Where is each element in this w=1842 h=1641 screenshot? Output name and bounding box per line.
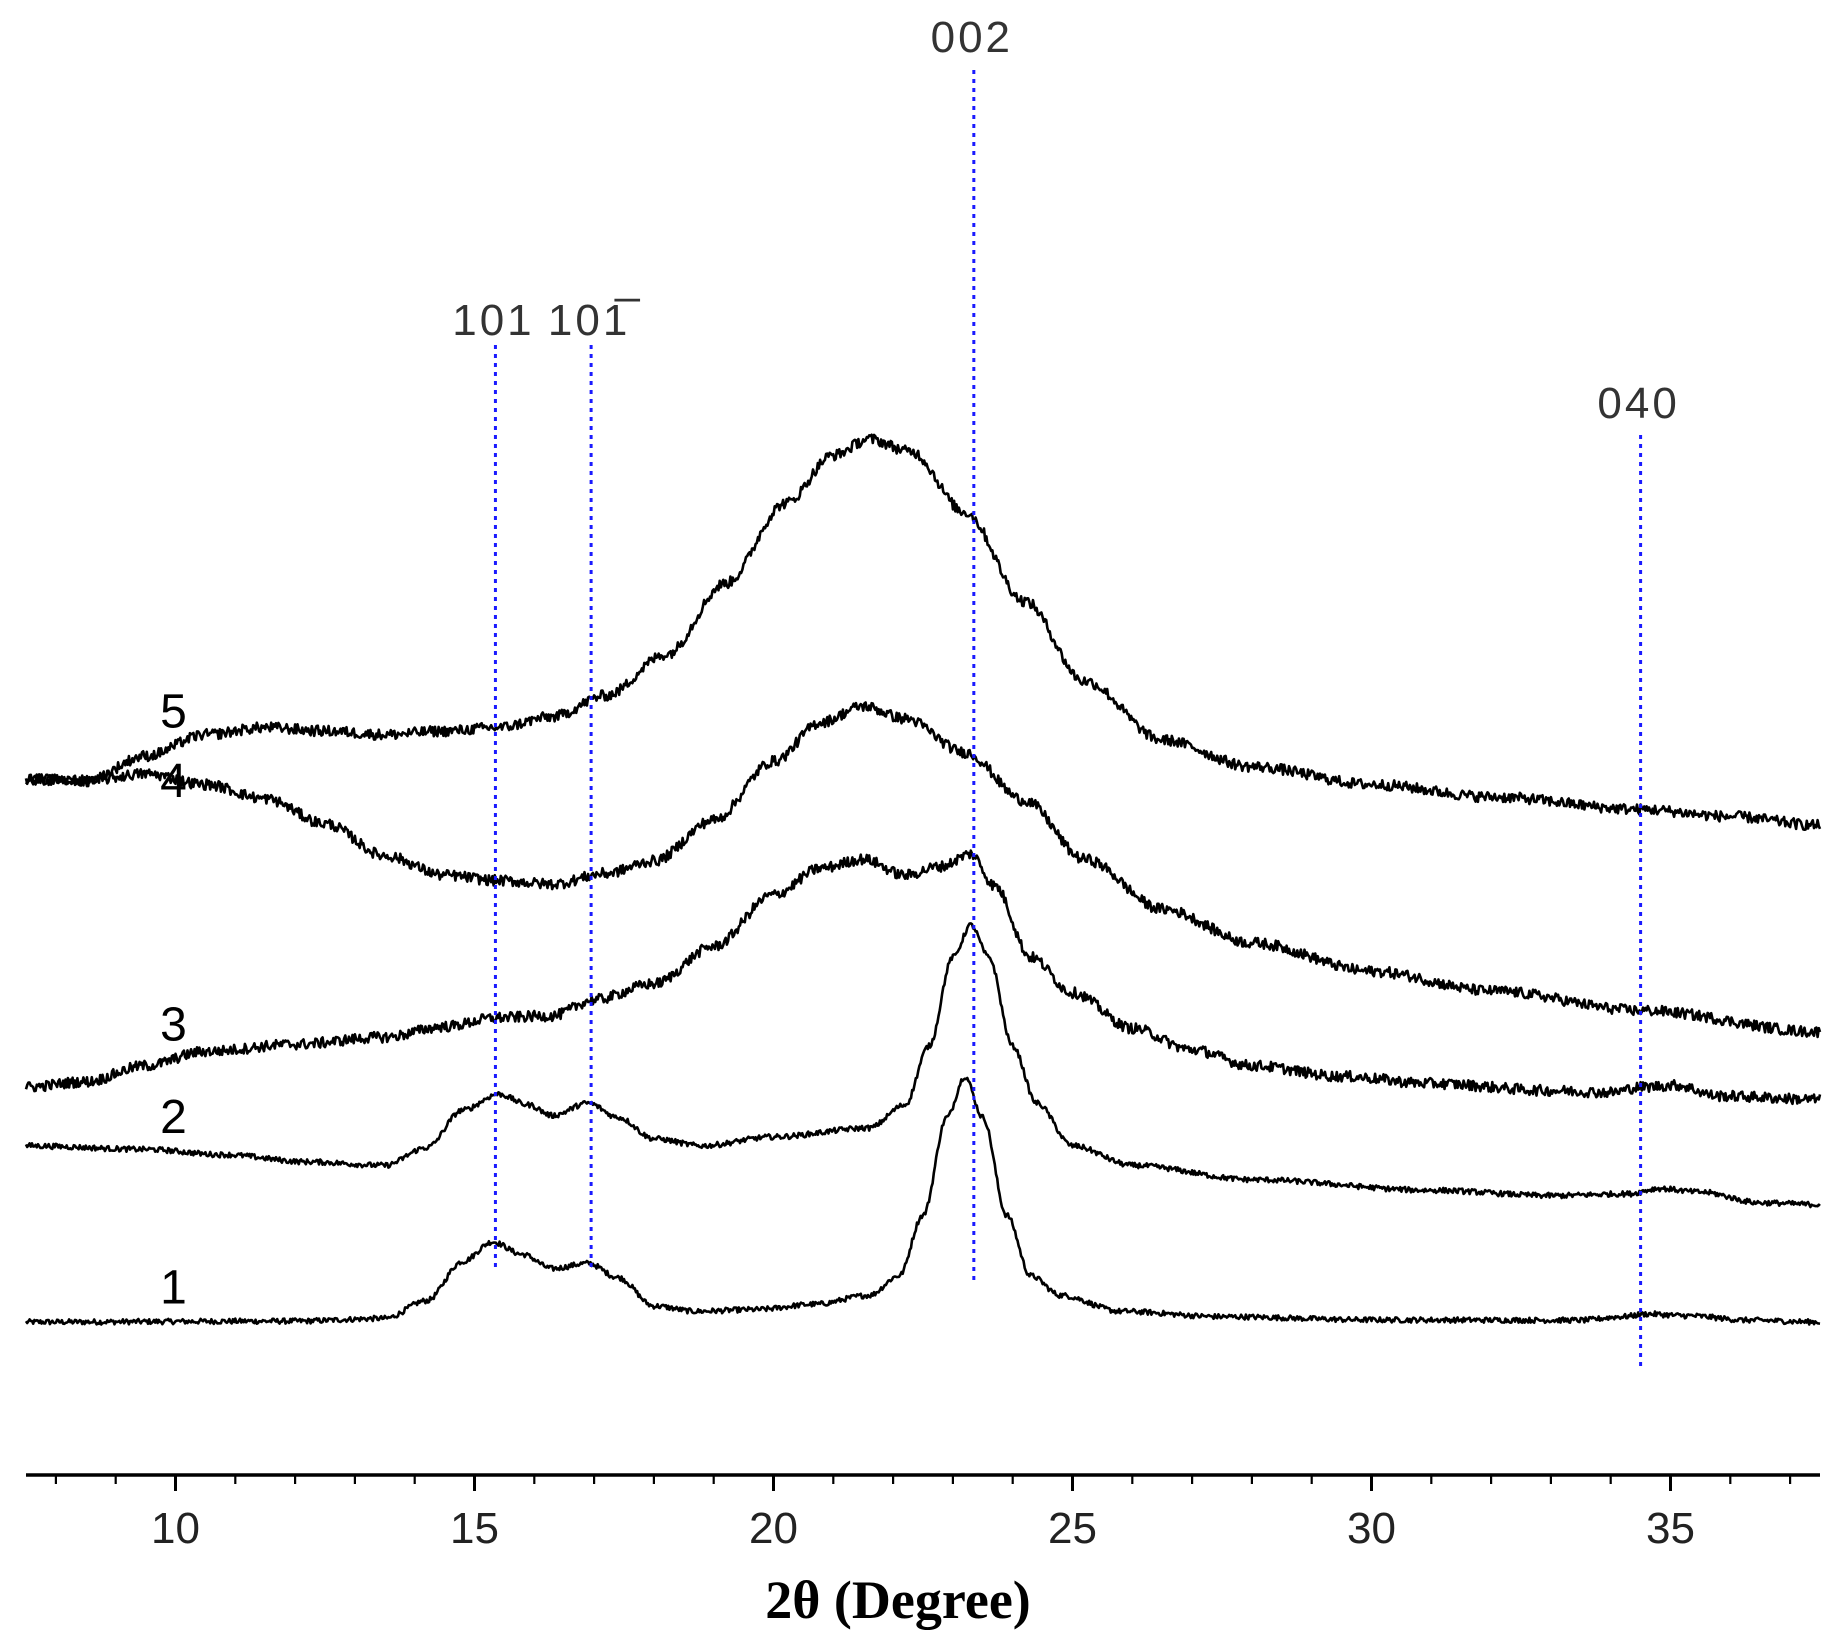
curve-label-1: 1 [160, 1261, 187, 1314]
x-tick-label: 15 [450, 1504, 499, 1553]
x-tick-label: 30 [1347, 1504, 1396, 1553]
curve-label-2: 2 [160, 1091, 187, 1144]
curve-4 [24, 701, 1822, 1039]
x-tick-label: 20 [749, 1504, 798, 1553]
curve-2 [24, 922, 1821, 1209]
curve-1 [24, 1076, 1821, 1326]
reference-line-layer: 101 101̅ 002 040 [452, 13, 1679, 1370]
x-axis-title: 2θ (Degree) [765, 1570, 1031, 1630]
curve-label-4: 4 [160, 755, 187, 808]
curve-label-5: 5 [160, 685, 187, 738]
x-tick-label: 10 [151, 1504, 200, 1553]
curve-layer: 1 2 3 4 5 [24, 433, 1822, 1326]
peak-label-3: 040 [1597, 379, 1679, 428]
peak-label-2: 002 [931, 13, 1013, 62]
x-tick-label: 25 [1048, 1504, 1097, 1553]
curve-5 [24, 433, 1822, 831]
x-tick-label: 35 [1646, 1504, 1695, 1553]
peak-label-1: 101̅ [548, 296, 640, 345]
curve-3 [24, 849, 1822, 1106]
curve-label-3: 3 [160, 999, 187, 1052]
x-axis: 10 15 20 25 30 35 [26, 1473, 1820, 1553]
peak-label-0: 101 [452, 296, 534, 345]
